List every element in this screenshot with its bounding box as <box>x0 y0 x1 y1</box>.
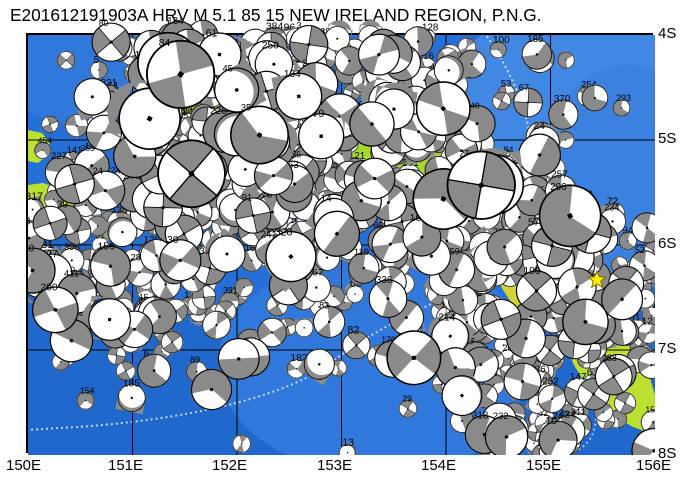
svg-text:384: 384 <box>266 21 284 32</box>
svg-text:391: 391 <box>223 286 238 296</box>
svg-text:12: 12 <box>642 316 654 327</box>
svg-text:89: 89 <box>190 355 200 365</box>
svg-text:234: 234 <box>604 202 619 212</box>
svg-text:159: 159 <box>645 404 660 414</box>
svg-text:185: 185 <box>527 34 543 45</box>
svg-text:67: 67 <box>519 82 529 92</box>
svg-text:185: 185 <box>123 378 140 389</box>
svg-text:100: 100 <box>493 35 510 46</box>
svg-text:82: 82 <box>348 325 360 337</box>
svg-text:29: 29 <box>402 393 412 403</box>
svg-text:454: 454 <box>38 135 53 145</box>
svg-text:154: 154 <box>80 385 95 395</box>
svg-text:293: 293 <box>616 93 631 103</box>
svg-text:13: 13 <box>342 437 354 449</box>
svg-text:53: 53 <box>501 78 511 88</box>
svg-text:52: 52 <box>635 245 645 255</box>
svg-text:370: 370 <box>554 94 571 105</box>
